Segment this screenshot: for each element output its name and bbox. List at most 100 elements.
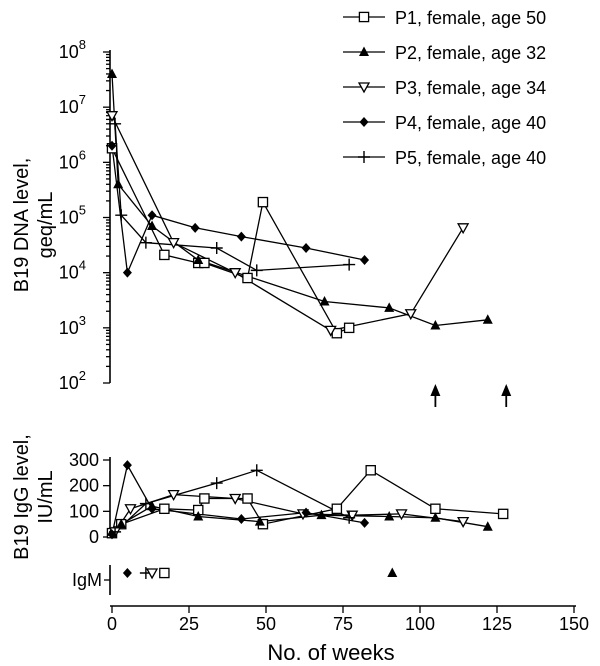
dna-series (105, 68, 493, 339)
dna-y-tick-label: 104 (59, 258, 86, 283)
dna-y-tick-base: 10 (59, 373, 79, 393)
igg-point-p2 (193, 510, 204, 521)
igg-point-p2 (384, 510, 395, 521)
igm-points (122, 567, 398, 580)
dna-y-tick-exponent: 2 (79, 368, 86, 383)
igg-point-p3 (124, 504, 137, 516)
igg-y-tick-label: 300 (69, 450, 99, 470)
dna-y-tick-label: 108 (59, 37, 86, 62)
dna-y-tick-label: 106 (59, 147, 86, 172)
igg-y-tick-label: 200 (69, 476, 99, 496)
igm-point-p4 (122, 568, 132, 578)
dna-y-tick-base: 10 (59, 97, 79, 117)
dna-point-p2 (384, 302, 395, 312)
dna-point-p2 (193, 254, 204, 264)
dna-point-p1 (257, 196, 269, 208)
x-axis: 0 25 50 75 100 125 150 No. of weeks (107, 605, 589, 665)
igg-point-p2 (430, 512, 441, 522)
dna-point-p1 (242, 272, 253, 284)
dna-point-p5 (139, 236, 152, 249)
dna-y-tick-label: 107 (59, 92, 86, 117)
dna-point-p3 (404, 309, 417, 321)
igg-point-p2 (254, 516, 265, 526)
dna-point-p4 (236, 231, 246, 242)
igg-point-p1 (331, 503, 343, 515)
igg-point-p1 (159, 503, 170, 515)
igg-point-p4 (122, 460, 132, 471)
igg-point-p1 (497, 508, 509, 520)
igg-point-p4 (236, 514, 246, 525)
x-tick-label: 150 (559, 614, 589, 634)
dna-point-p3 (229, 268, 242, 280)
panel-igm: IgM (72, 565, 398, 595)
igg-point-p4 (147, 503, 157, 514)
igg-line-p1 (111, 469, 504, 534)
dna-y-tick-exponent: 5 (79, 203, 86, 218)
igg-point-p5 (210, 477, 223, 490)
legend-marker-p1 (358, 11, 370, 23)
dna-point-p3 (167, 238, 180, 249)
legend-marker-p3 (357, 82, 371, 94)
below-detection-arrows (430, 384, 512, 407)
dna-y-tick-exponent: 3 (79, 313, 86, 328)
dna-y-tick-label: 103 (59, 313, 86, 338)
dna-point-p2 (430, 320, 441, 330)
dna-point-p4 (122, 267, 132, 278)
igg-point-p3 (457, 516, 470, 528)
dna-point-p4 (301, 242, 311, 253)
igg-y-ticks: 0 100 200 300 (69, 450, 110, 547)
dna-point-p5 (343, 258, 356, 271)
dna-point-p2 (107, 68, 117, 78)
igg-ylabel-line2: IU/mL (35, 470, 57, 523)
panel-igg: B19 IgG level, IU/mL 0 100 200 300 (11, 434, 509, 560)
igm-label: IgM (72, 570, 102, 590)
dna-point-p2 (482, 314, 493, 324)
dna-y-tick-base: 10 (59, 208, 79, 228)
dna-point-p4 (190, 222, 200, 233)
igg-line-p5 (114, 469, 350, 533)
dna-point-p2 (113, 178, 124, 189)
dna-line-p5 (114, 123, 350, 272)
dna-y-tick-base: 10 (59, 42, 79, 62)
legend-marker-p5 (358, 151, 370, 163)
x-tick-label: 125 (482, 614, 512, 634)
dna-point-p1 (159, 249, 170, 261)
below-detection-arrow-head (430, 384, 441, 396)
legend-label-p4: P4, female, age 40 (395, 113, 546, 133)
dna-point-p3 (105, 111, 119, 123)
igg-point-p1 (430, 503, 441, 515)
igg-point-p5 (343, 511, 356, 524)
x-tick-label: 0 (107, 614, 117, 634)
igg-point-p3 (167, 489, 180, 501)
dna-line-p1 (111, 148, 350, 335)
igg-point-p2 (482, 521, 493, 531)
igg-point-p2 (316, 509, 327, 520)
dna-y-tick-label: 105 (59, 203, 86, 228)
igg-point-p1 (365, 465, 376, 476)
igg-point-p3 (229, 493, 242, 505)
igg-point-p5 (250, 464, 263, 477)
igg-y-tick-label: 0 (89, 527, 99, 547)
dna-y-tick-exponent: 8 (79, 37, 86, 52)
igg-line-p3 (114, 493, 464, 533)
dna-y-tick-base: 10 (59, 318, 79, 338)
x-tick-label: 50 (256, 614, 276, 634)
panel-dna: B19 DNA level, geq/mL 102103104105106107… (11, 37, 512, 407)
dna-y-tick-exponent: 4 (79, 258, 86, 273)
x-ticks: 0 25 50 75 100 125 150 (107, 606, 589, 634)
dna-y-tick-base: 10 (59, 152, 79, 172)
below-detection-arrow-head (501, 384, 512, 396)
igg-point-p5 (139, 497, 152, 510)
dna-point-p5 (210, 241, 223, 254)
igm-point-p2 (387, 567, 398, 577)
igm-point-p3 (145, 568, 159, 580)
dna-line-p2 (111, 73, 488, 327)
dna-point-p4 (107, 140, 117, 151)
igg-point-p4 (301, 507, 311, 518)
igg-series (106, 460, 509, 540)
dna-ylabel-line1: B19 DNA level, (11, 158, 33, 293)
igg-point-p3 (395, 509, 408, 521)
dna-point-p5 (109, 117, 122, 130)
